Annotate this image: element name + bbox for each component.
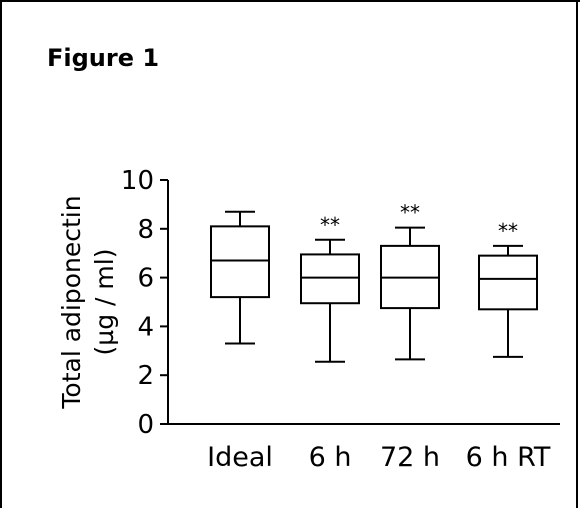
y-axis-title-line2: (µg / ml) [90,249,119,356]
figure-title: Figure 1 [47,44,160,72]
box-iqr [478,254,538,311]
y-axis-title-line1: Total adiponectin [57,195,86,409]
significance-label: ** [320,213,340,237]
y-tick-label: 2 [137,361,154,391]
x-category-label: 6 h [309,442,352,473]
frame-border-top [0,0,580,2]
y-tick-label: 10 [121,166,154,196]
frame-border-left [0,0,2,508]
box-iqr [300,253,360,305]
y-tick-label: 4 [137,312,154,342]
x-category-label: 6 h RT [466,442,551,473]
frame-border-right [576,0,578,508]
significance-label: ** [400,201,420,225]
y-tick-label: 0 [137,410,154,440]
x-category-label: Ideal [207,442,273,473]
x-category-label: 72 h [380,442,440,473]
y-tick-label: 8 [137,215,154,245]
box-iqr [210,225,270,299]
y-tick-label: 6 [137,264,154,294]
significance-label: ** [498,219,518,243]
